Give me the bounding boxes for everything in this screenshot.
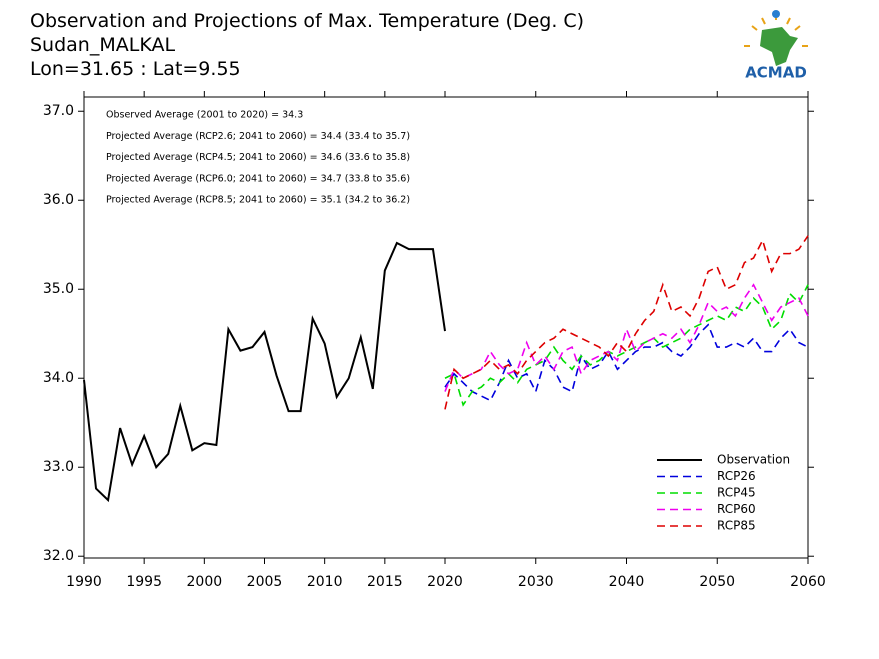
series-line <box>444 235 809 410</box>
y-tick-label: 33.0 <box>43 459 74 475</box>
legend-label: Observation <box>717 453 790 467</box>
logo-text: ACMAD <box>745 64 807 82</box>
x-tick-label: 2000 <box>187 574 223 590</box>
legend-label: RCP60 <box>717 502 756 516</box>
x-tick-label: 2005 <box>247 574 283 590</box>
x-tick-label: 2040 <box>609 574 645 590</box>
y-tick-label: 34.0 <box>43 370 74 386</box>
series-line <box>444 283 809 392</box>
y-tick-label: 32.0 <box>43 548 74 564</box>
annotation: Projected Average (RCP8.5; 2041 to 2060)… <box>106 195 410 206</box>
y-tick-label: 36.0 <box>43 192 74 208</box>
x-tick-label: 2015 <box>367 574 403 590</box>
plot-frame <box>83 96 809 559</box>
series-line <box>444 284 809 407</box>
series-line <box>444 323 809 402</box>
y-tick-label: 37.0 <box>43 103 74 119</box>
x-tick-label: 2010 <box>307 574 343 590</box>
x-tick-label: 1990 <box>66 574 102 590</box>
logo-drop <box>772 10 780 18</box>
x-tick-label: 2020 <box>427 574 463 590</box>
x-tick-label: 2050 <box>699 574 735 590</box>
chart-subtitle: Sudan_MALKAL <box>30 34 175 56</box>
annotation: Projected Average (RCP4.5; 2041 to 2060)… <box>106 152 410 163</box>
location: Lon=31.65 : Lat=9.55 <box>30 58 241 80</box>
annotation: Projected Average (RCP6.0; 2041 to 2060)… <box>106 173 410 184</box>
legend-label: RCP85 <box>717 519 756 533</box>
logo-rays <box>744 14 808 47</box>
annotation: Projected Average (RCP2.6; 2041 to 2060)… <box>106 131 410 142</box>
x-tick-label: 2060 <box>790 574 826 590</box>
logo-map <box>760 27 798 66</box>
x-tick-label: 1995 <box>126 574 162 590</box>
x-tick-label: 2030 <box>518 574 554 590</box>
annotation: Observed Average (2001 to 2020) = 34.3 <box>106 110 303 121</box>
chart-title: Observation and Projections of Max. Temp… <box>30 10 584 32</box>
legend-label: RCP26 <box>717 469 756 483</box>
logo: ACMAD <box>744 10 808 82</box>
y-tick-label: 35.0 <box>43 281 74 297</box>
legend-label: RCP45 <box>717 486 756 500</box>
series-line <box>83 241 446 503</box>
